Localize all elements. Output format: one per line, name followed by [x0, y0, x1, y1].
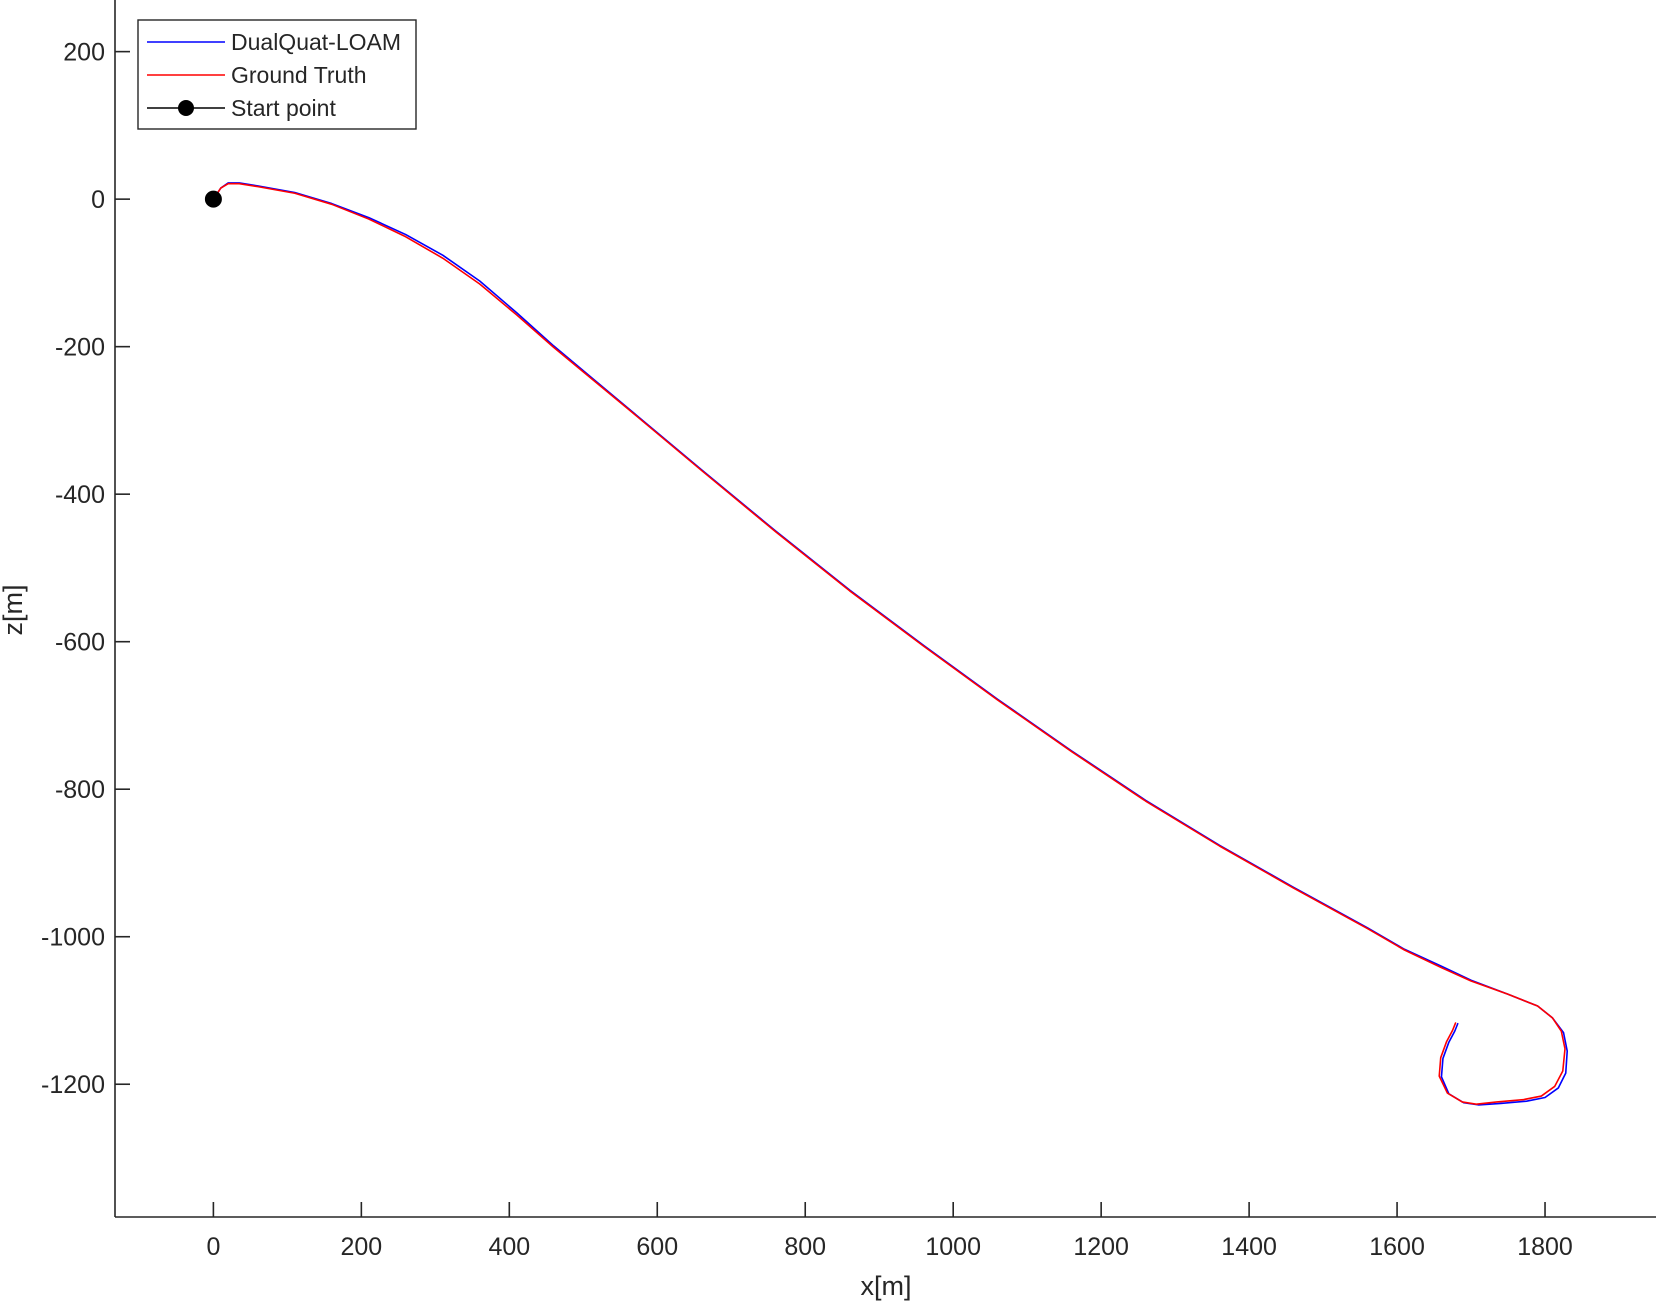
y-tick-label: 200 [63, 39, 105, 67]
y-tick-label: -1200 [41, 1071, 105, 1099]
x-tick-label: 200 [340, 1233, 382, 1261]
x-tick-label: 1600 [1369, 1233, 1425, 1261]
axes-layer: 0 200 400 600 800 1000 1200 1400 1600 18002000-20… [41, 0, 1656, 1261]
y-tick-label: -200 [55, 334, 105, 362]
x-tick-label: 1200 [1073, 1233, 1129, 1261]
y-axis-label: z[m] [0, 585, 28, 636]
legend-entry-dualquat-loam: DualQuat-LOAM [231, 29, 401, 55]
marker-layer [204, 190, 222, 208]
x-axis-label: x[m] [861, 1271, 912, 1301]
y-tick-label: 0 [91, 186, 105, 214]
legend-entry-ground-truth: Ground Truth [231, 62, 367, 88]
start-point-marker [204, 190, 222, 208]
y-tick-label: -800 [55, 776, 105, 804]
x-tick-label: 400 [488, 1233, 530, 1261]
x-tick-label: 1400 [1221, 1233, 1277, 1261]
y-tick-label: -1000 [41, 924, 105, 952]
y-tick-label: -400 [55, 481, 105, 509]
x-tick-label: 600 [636, 1233, 678, 1261]
legend-entry-start-point: Start point [231, 95, 336, 121]
x-tick-label: 0 [206, 1233, 220, 1261]
x-tick-label: 1800 [1517, 1233, 1573, 1261]
series-line-ground-truth [212, 182, 1566, 1105]
series-layer [212, 182, 1569, 1106]
legend: DualQuat-LOAM Ground Truth Start point [137, 19, 417, 130]
legend-marker [178, 100, 194, 116]
y-tick-label: -600 [55, 629, 105, 657]
x-tick-label: 800 [784, 1233, 826, 1261]
x-tick-label: 1000 [925, 1233, 981, 1261]
series-line-dualquat-loam [212, 182, 1569, 1106]
